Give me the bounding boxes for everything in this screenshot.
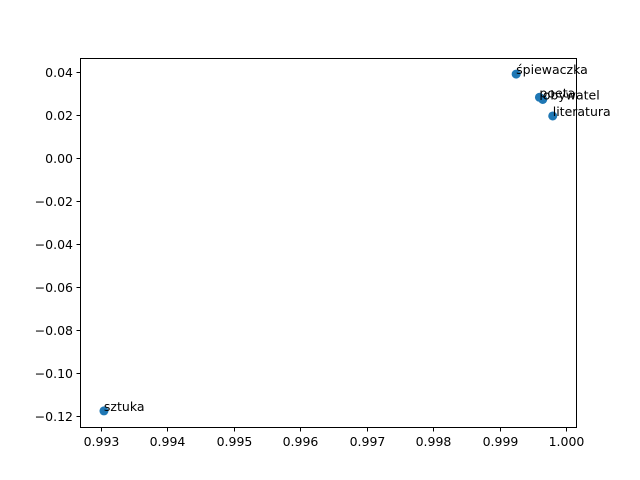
- scatter-point: [538, 94, 548, 104]
- x-tick-label: 0.998: [416, 434, 452, 449]
- x-tick-label: 0.995: [217, 434, 253, 449]
- point-label: poeta: [539, 85, 575, 100]
- point-label: obywatel: [543, 87, 600, 102]
- point-label: sztuka: [104, 399, 145, 414]
- y-tick-label: −0.06: [35, 280, 73, 295]
- y-axis-ticks: 0.04 0.02 0.00 −0.02 −0.04 −0.06 −0.08 −0.10 −0.…: [35, 65, 81, 424]
- y-tick-label: −0.02: [35, 194, 73, 209]
- y-tick-label: 0.04: [45, 65, 73, 80]
- y-tick-label: 0.02: [45, 108, 73, 123]
- plot-area-frame: [80, 58, 577, 428]
- x-tick-label: 0.997: [350, 434, 386, 449]
- y-tick-label: −0.04: [35, 237, 73, 252]
- scatter-point: [548, 111, 558, 121]
- y-tick-label: −0.12: [35, 409, 73, 424]
- data-points: [99, 69, 558, 416]
- x-tick-label: 0.993: [84, 434, 120, 449]
- x-tick-label: 0.999: [483, 434, 519, 449]
- x-tick-label: 0.994: [150, 434, 186, 449]
- point-label: śpiewaczka: [516, 62, 588, 77]
- y-tick-label: 0.00: [45, 151, 73, 166]
- point-label: literatura: [553, 104, 611, 119]
- y-tick-label: −0.10: [35, 366, 73, 381]
- x-axis-ticks: 0.993 0.994 0.995 0.996 0.997 0.998 0.999 1.000: [84, 427, 585, 449]
- x-tick-label: 1.000: [549, 434, 585, 449]
- y-tick-label: −0.08: [35, 323, 73, 338]
- x-tick-label: 0.996: [283, 434, 319, 449]
- scatter-point: [99, 406, 109, 416]
- scatter-point: [511, 69, 521, 79]
